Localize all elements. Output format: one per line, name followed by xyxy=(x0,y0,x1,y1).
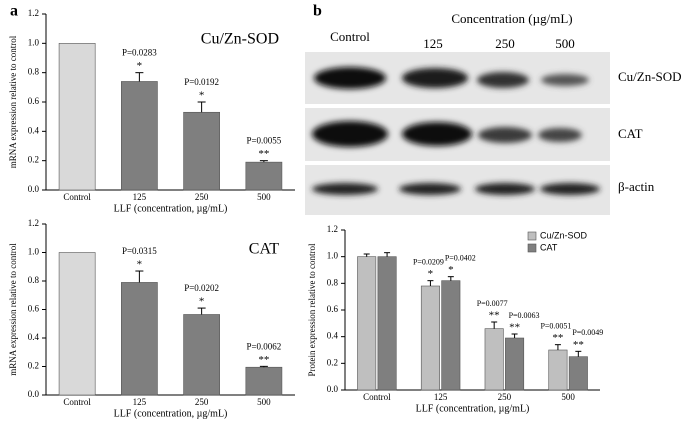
significance: * xyxy=(137,259,143,271)
significance: ** xyxy=(489,310,500,322)
p-value: P=0.0051 xyxy=(540,321,571,330)
legend-label: CAT xyxy=(540,242,558,252)
y-tick-label: 1.2 xyxy=(28,218,39,228)
x-tick-label: 500 xyxy=(561,392,575,402)
y-tick-label: 0.4 xyxy=(28,332,40,342)
y-axis-label: mRNA expression relative to control xyxy=(8,243,18,376)
bar xyxy=(420,285,440,391)
p-value: P=0.0209 xyxy=(413,257,444,266)
significance: ** xyxy=(552,332,563,344)
lane-label: 125 xyxy=(423,36,443,51)
y-tick-label: 0.0 xyxy=(28,389,40,399)
y-tick-label: 0.4 xyxy=(327,331,339,341)
x-tick-label: 250 xyxy=(195,397,209,407)
y-tick-label: 0.8 xyxy=(28,67,40,77)
x-tick-label: 500 xyxy=(257,397,271,407)
western-blot: Concentration (µg/mL) Control 125 250 50… xyxy=(305,11,682,215)
bar xyxy=(548,349,568,391)
legend-swatch xyxy=(527,243,537,253)
y-tick-label: 0.6 xyxy=(28,96,40,106)
p-value: P=0.0202 xyxy=(184,283,219,293)
bar xyxy=(377,256,397,391)
significance: * xyxy=(428,268,434,280)
significance: * xyxy=(199,90,205,102)
significance: ** xyxy=(258,148,269,160)
x-tick-label: Control xyxy=(63,192,91,202)
y-tick-label: 1.2 xyxy=(28,8,39,18)
legend-swatch xyxy=(527,231,537,241)
y-axis-label: mRNA expression relative to control xyxy=(8,35,18,168)
y-tick-label: 1.2 xyxy=(327,224,338,234)
bar xyxy=(505,337,525,391)
y-tick-label: 0.6 xyxy=(28,304,40,314)
y-tick-label: 0.2 xyxy=(28,361,39,371)
x-axis-label: LLF (concentration, µg/mL) xyxy=(114,408,228,419)
x-axis-label: LLF (concentration, µg/mL) xyxy=(114,203,228,214)
panel-label: b xyxy=(313,3,322,20)
y-tick-label: 0.8 xyxy=(327,277,339,287)
significance: ** xyxy=(258,354,269,366)
y-tick-label: 0.4 xyxy=(28,125,40,135)
p-value: P=0.0315 xyxy=(122,246,157,256)
bar xyxy=(245,161,283,191)
x-tick-label: 250 xyxy=(195,192,209,202)
bar xyxy=(183,111,220,191)
chart-title: CAT xyxy=(249,241,279,258)
p-value: P=0.0402 xyxy=(445,253,476,262)
lane-label: 500 xyxy=(555,36,575,51)
row-label: CAT xyxy=(618,126,643,141)
x-tick-label: Control xyxy=(63,397,91,407)
significance: ** xyxy=(573,339,584,351)
x-tick-label: 125 xyxy=(133,192,147,202)
y-tick-label: 0.8 xyxy=(28,275,40,285)
row-label: Cu/Zn-SOD xyxy=(618,69,682,84)
bar xyxy=(568,356,588,391)
row-label: β-actin xyxy=(618,179,655,194)
y-tick-label: 0.0 xyxy=(28,184,40,194)
y-tick-label: 1.0 xyxy=(28,247,40,257)
blot-bands xyxy=(312,67,600,195)
bar xyxy=(245,366,283,396)
significance: * xyxy=(137,60,143,72)
lane-label: Control xyxy=(330,29,370,44)
bar xyxy=(58,43,96,191)
significance: ** xyxy=(509,322,520,334)
bar xyxy=(183,314,220,396)
p-value: P=0.0063 xyxy=(509,311,540,320)
y-tick-label: 0.2 xyxy=(28,155,39,165)
blot-header: Concentration (µg/mL) xyxy=(451,11,572,26)
y-tick-label: 1.0 xyxy=(28,37,40,47)
lane-label: 250 xyxy=(495,36,515,51)
p-value: P=0.0062 xyxy=(246,341,281,351)
y-tick-label: 0.0 xyxy=(327,384,339,394)
bar xyxy=(441,280,461,391)
x-tick-label: 250 xyxy=(498,392,512,402)
bar xyxy=(58,252,96,396)
x-tick-label: Control xyxy=(363,392,391,402)
significance: * xyxy=(199,296,205,308)
x-tick-label: 500 xyxy=(257,192,271,202)
p-value: P=0.0283 xyxy=(122,48,157,58)
bar xyxy=(121,81,158,191)
x-tick-label: 125 xyxy=(133,397,147,407)
bar xyxy=(357,256,377,391)
chart-title: Cu/Zn-SOD xyxy=(201,31,279,48)
p-value: P=0.0077 xyxy=(477,299,508,308)
p-value: P=0.0192 xyxy=(184,77,219,87)
y-tick-label: 0.6 xyxy=(327,304,339,314)
y-tick-label: 0.2 xyxy=(327,357,338,367)
significance: * xyxy=(448,264,454,276)
x-axis-label: LLF (concentration, µg/mL) xyxy=(416,403,530,414)
x-tick-label: 125 xyxy=(434,392,448,402)
y-tick-label: 1.0 xyxy=(327,251,339,261)
p-value: P=0.0055 xyxy=(246,136,281,146)
legend-label: Cu/Zn-SOD xyxy=(540,230,588,240)
panel-label: a xyxy=(10,3,18,20)
bar xyxy=(121,282,158,396)
y-axis-label: Protein expression relative to control xyxy=(307,243,317,376)
bar xyxy=(484,328,504,391)
p-value: P=0.0049 xyxy=(572,328,603,337)
